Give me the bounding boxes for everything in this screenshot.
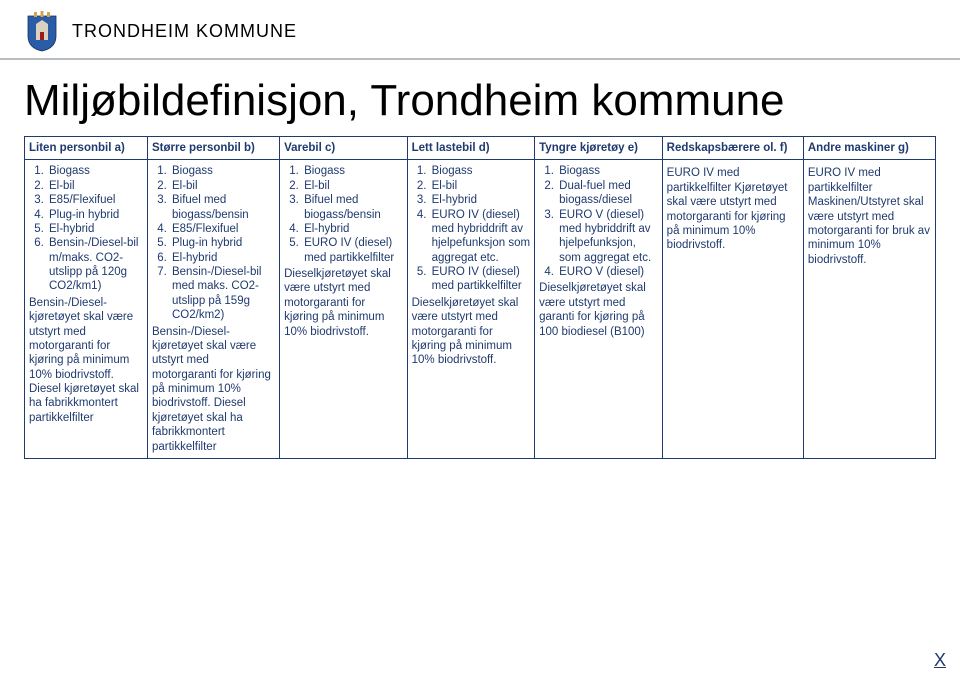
- list-item: El-hybrid: [47, 222, 143, 236]
- cell-b: BiogassEl-bilBifuel med biogass/bensinE8…: [147, 160, 279, 459]
- list-item: Bensin-/Diesel-bil med maks. CO2-utslipp…: [170, 265, 275, 323]
- list-item: E85/Flexifuel: [47, 193, 143, 207]
- list-item: El-bil: [430, 179, 531, 193]
- list-item: EURO IV (diesel) med hybriddrift av hjel…: [430, 208, 531, 266]
- list-item: Dual-fuel med biogass/diesel: [557, 179, 658, 208]
- col-header-b: Større personbil b): [147, 137, 279, 160]
- list-item: El-hybrid: [170, 251, 275, 265]
- list-item: Plug-in hybrid: [170, 236, 275, 250]
- list-item: El-hybrid: [430, 193, 531, 207]
- col-header-e: Tyngre kjøretøy e): [535, 137, 663, 160]
- list-item: Biogass: [430, 164, 531, 178]
- list-item: Bensin-/Diesel-bil m/maks. CO2-utslipp p…: [47, 236, 143, 294]
- list-item: EURO V (diesel) med hybriddrift av hjelp…: [557, 208, 658, 266]
- cell-g: EURO IV med partikkelfilter Maskinen/Uts…: [803, 160, 935, 459]
- table-body-row: BiogassEl-bilE85/FlexifuelPlug-in hybrid…: [25, 160, 936, 459]
- list-item: El-bil: [170, 179, 275, 193]
- cell-paragraph: Bensin-/Diesel-kjøretøyet skal være utst…: [29, 296, 143, 425]
- cell-paragraph: Dieselkjøretøyet skal være utstyrt med m…: [412, 296, 531, 368]
- cell-a: BiogassEl-bilE85/FlexifuelPlug-in hybrid…: [25, 160, 148, 459]
- list-item: Biogass: [47, 164, 143, 178]
- list-item: El-hybrid: [302, 222, 403, 236]
- org-name: TRONDHEIM KOMMUNE: [72, 21, 297, 42]
- list-item: EURO IV (diesel) med partikkelfilter: [302, 236, 403, 265]
- list-item: Bifuel med biogass/bensin: [302, 193, 403, 222]
- page-title: Miljøbildefinisjon, Trondheim kommune: [0, 60, 960, 136]
- close-link[interactable]: X: [934, 650, 946, 671]
- col-header-f: Redskapsbærere ol. f): [662, 137, 803, 160]
- list-item: El-bil: [302, 179, 403, 193]
- list-item: EURO V (diesel): [557, 265, 658, 279]
- cell-d: BiogassEl-bilEl-hybridEURO IV (diesel) m…: [407, 160, 535, 459]
- cell-e: BiogassDual-fuel med biogass/dieselEURO …: [535, 160, 663, 459]
- cell-paragraph: Bensin-/Diesel-kjøretøyet skal være utst…: [152, 325, 275, 454]
- cell-paragraph: Dieselkjøretøyet skal være utstyrt med m…: [284, 267, 403, 339]
- kommune-logo-icon: [24, 10, 60, 52]
- page-header: TRONDHEIM KOMMUNE: [0, 0, 960, 60]
- col-header-d: Lett lastebil d): [407, 137, 535, 160]
- cell-c: BiogassEl-bilBifuel med biogass/bensinEl…: [280, 160, 408, 459]
- cell-paragraph: EURO IV med partikkelfilter Kjøretøyet s…: [667, 166, 799, 252]
- list-item: El-bil: [47, 179, 143, 193]
- table-header-row: Liten personbil a) Større personbil b) V…: [25, 137, 936, 160]
- cell-paragraph: EURO IV med partikkelfilter Maskinen/Uts…: [808, 166, 931, 267]
- col-header-c: Varebil c): [280, 137, 408, 160]
- list-item: E85/Flexifuel: [170, 222, 275, 236]
- list-item: EURO IV (diesel) med partikkelfilter: [430, 265, 531, 294]
- list-item: Plug-in hybrid: [47, 208, 143, 222]
- col-header-g: Andre maskiner g): [803, 137, 935, 160]
- cell-f: EURO IV med partikkelfilter Kjøretøyet s…: [662, 160, 803, 459]
- col-header-a: Liten personbil a): [25, 137, 148, 160]
- list-item: Bifuel med biogass/bensin: [170, 193, 275, 222]
- cell-paragraph: Dieselkjøretøyet skal være utstyrt med g…: [539, 281, 658, 339]
- list-item: Biogass: [302, 164, 403, 178]
- list-item: Biogass: [557, 164, 658, 178]
- definition-table: Liten personbil a) Større personbil b) V…: [24, 136, 936, 459]
- list-item: Biogass: [170, 164, 275, 178]
- definition-table-wrap: Liten personbil a) Større personbil b) V…: [0, 136, 960, 459]
